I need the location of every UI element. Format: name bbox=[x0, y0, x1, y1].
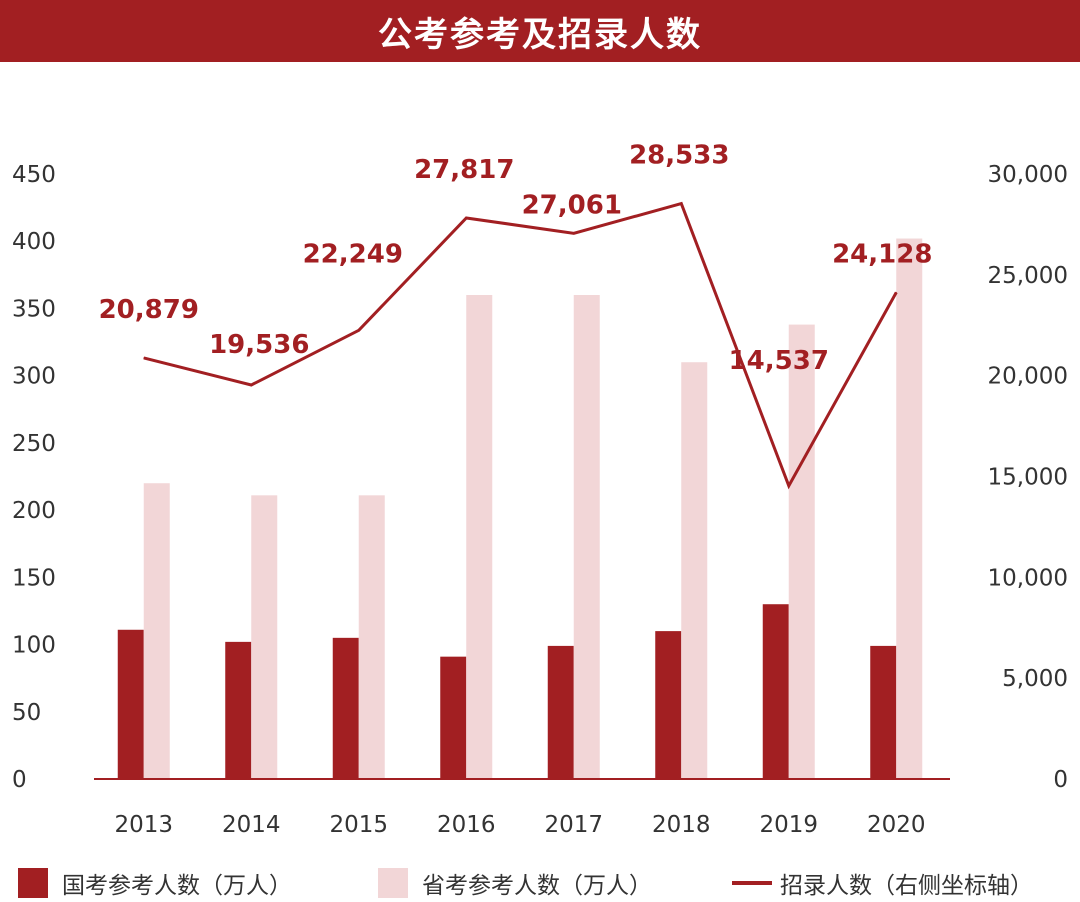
y-left-tick-label: 150 bbox=[12, 565, 56, 591]
bar-national-2014 bbox=[225, 641, 252, 779]
bar-provincial-2013 bbox=[143, 483, 170, 779]
line-point-2014 bbox=[250, 384, 252, 386]
data-label-2020: 24,128 bbox=[832, 239, 932, 269]
title-bar: 公考参考及招录人数 bbox=[0, 0, 1080, 62]
y-right-tick-label: 30,000 bbox=[988, 162, 1068, 188]
data-label-2019: 14,537 bbox=[729, 346, 829, 376]
legend: 国考参考人数（万人） 省考参考人数（万人） 招录人数（右侧坐标轴） bbox=[0, 862, 1080, 902]
legend-item-recruit: 招录人数（右侧坐标轴） bbox=[732, 866, 1033, 900]
y-left-tick-label: 250 bbox=[12, 431, 56, 457]
line-recruit bbox=[143, 201, 898, 490]
line-point-2016 bbox=[465, 217, 467, 219]
chart-title: 公考参考及招录人数 bbox=[378, 14, 702, 55]
y-left-tick-label: 50 bbox=[12, 700, 41, 726]
legend-label-national: 国考参考人数（万人） bbox=[62, 873, 292, 899]
bar-national-2015 bbox=[332, 637, 359, 779]
y-left-tick-label: 0 bbox=[12, 767, 27, 793]
line-point-2019 bbox=[788, 485, 790, 487]
legend-label-recruit: 招录人数（右侧坐标轴） bbox=[780, 873, 1033, 899]
combo-chart: 0 50 100 150 200 250 300 350 400 450 0 5,000 10,000 1… bbox=[12, 141, 1068, 838]
line-point-2018 bbox=[680, 203, 682, 205]
bar-provincial-2014 bbox=[251, 495, 278, 779]
line-point-2020 bbox=[895, 291, 897, 293]
y-right-tick-label: 10,000 bbox=[988, 565, 1068, 591]
bar-national-2019 bbox=[762, 604, 789, 779]
data-label-2018: 28,533 bbox=[629, 141, 729, 171]
bar-national-2013 bbox=[117, 629, 144, 779]
line-point-2017 bbox=[573, 232, 575, 234]
y-right-tick-label: 0 bbox=[1053, 767, 1068, 793]
bar-national-2017 bbox=[547, 645, 574, 779]
bar-provincial-2019 bbox=[788, 324, 815, 779]
data-label-2016: 27,817 bbox=[414, 155, 514, 185]
y-left-tick-label: 450 bbox=[12, 162, 56, 188]
y-left-tick-label: 400 bbox=[12, 229, 56, 255]
y-left-tick-label: 300 bbox=[12, 364, 56, 390]
y-right-tick-label: 15,000 bbox=[988, 465, 1068, 491]
y-left-tick-label: 100 bbox=[12, 633, 56, 659]
bar-provincial-2016 bbox=[466, 295, 493, 779]
y-right-tick-label: 5,000 bbox=[1002, 666, 1068, 692]
x-tick-label-2015: 2015 bbox=[329, 812, 388, 838]
data-label-2015: 22,249 bbox=[303, 239, 403, 269]
line-point-2013 bbox=[143, 357, 145, 359]
x-tick-label-2019: 2019 bbox=[759, 812, 818, 838]
data-label-2013: 20,879 bbox=[99, 295, 199, 325]
line-point-2015 bbox=[358, 329, 360, 331]
legend-item-national: 国考参考人数（万人） bbox=[18, 866, 292, 900]
legend-item-provincial: 省考参考人数（万人） bbox=[378, 866, 652, 900]
bar-provincial-2017 bbox=[573, 295, 600, 779]
x-tick-label-2018: 2018 bbox=[652, 812, 711, 838]
x-tick-label-2014: 2014 bbox=[222, 812, 281, 838]
bar-national-2020 bbox=[870, 645, 897, 779]
bar-provincial-2018 bbox=[681, 362, 708, 779]
data-label-2017: 27,061 bbox=[522, 190, 622, 220]
x-tick-label-2013: 2013 bbox=[114, 812, 173, 838]
legend-swatch-provincial bbox=[378, 868, 408, 898]
y-left-tick-label: 200 bbox=[12, 498, 56, 524]
y-right-tick-label: 20,000 bbox=[988, 364, 1068, 390]
legend-line-recruit bbox=[732, 881, 772, 885]
x-tick-label-2017: 2017 bbox=[544, 812, 603, 838]
legend-swatch-national bbox=[18, 868, 48, 898]
y-right-tick-label: 25,000 bbox=[988, 263, 1068, 289]
bar-national-2018 bbox=[655, 631, 682, 779]
x-tick-label-2020: 2020 bbox=[867, 812, 926, 838]
bar-provincial-2020 bbox=[896, 238, 923, 780]
y-left-tick-label: 350 bbox=[12, 296, 56, 322]
legend-label-provincial: 省考参考人数（万人） bbox=[422, 873, 652, 899]
x-tick-label-2016: 2016 bbox=[437, 812, 496, 838]
bar-provincial-2015 bbox=[358, 495, 385, 779]
data-label-2014: 19,536 bbox=[209, 330, 309, 360]
bar-national-2016 bbox=[440, 656, 467, 779]
